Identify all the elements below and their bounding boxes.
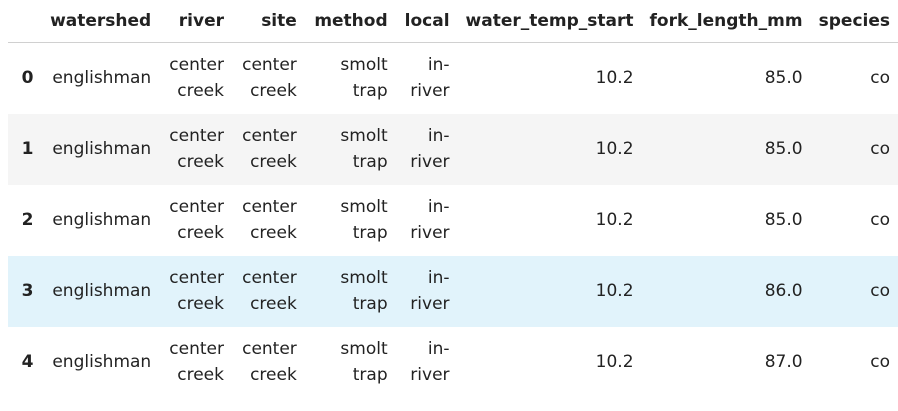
- column-header-local: local: [395, 0, 458, 43]
- column-header-river: river: [159, 0, 232, 43]
- dataframe-output: watershed river site method local water_…: [8, 0, 898, 398]
- cell-watershed: englishman: [52, 281, 152, 301]
- table-row: 2 englishman center creek center creek s…: [8, 185, 898, 256]
- column-header-site: site: [232, 0, 305, 43]
- cell-species: co: [870, 210, 890, 230]
- cell-site: center creek: [242, 268, 297, 314]
- table-header: watershed river site method local water_…: [8, 0, 898, 43]
- cell-local: in-river: [410, 197, 450, 243]
- cell-local: in-river: [410, 55, 450, 102]
- row-index: 2: [21, 210, 34, 230]
- row-index: 1: [21, 139, 34, 159]
- dataframe-table: watershed river site method local water_…: [8, 0, 898, 398]
- cell-watershed: englishman: [52, 352, 152, 372]
- header-row: watershed river site method local water_…: [8, 0, 898, 43]
- cell-species: co: [870, 139, 890, 159]
- table-row: 4 englishman center creek center creek s…: [8, 327, 898, 398]
- cell-site: center creek: [242, 339, 297, 385]
- cell-site: center creek: [242, 126, 297, 172]
- cell-method: smolt trap: [340, 197, 388, 243]
- cell-river: center creek: [169, 197, 224, 243]
- table-row: 1 englishman center creek center creek s…: [8, 113, 898, 185]
- cell-local: in-river: [410, 268, 450, 314]
- column-header-fork-length-mm: fork_length_mm: [641, 0, 811, 43]
- column-header-species: species: [810, 0, 898, 43]
- cell-species: co: [870, 68, 890, 89]
- cell-method: smolt trap: [340, 55, 388, 102]
- column-header-water-temp-start: water_temp_start: [457, 0, 642, 43]
- cell-fork-length-mm: 87.0: [764, 352, 803, 372]
- cell-site: center creek: [242, 55, 297, 102]
- column-header-watershed: watershed: [39, 0, 160, 43]
- table-body: 0 englishman center creek center creek s…: [8, 43, 898, 398]
- cell-water-temp-start: 10.2: [595, 281, 634, 301]
- cell-water-temp-start: 10.2: [595, 352, 634, 372]
- cell-water-temp-start: 10.2: [595, 68, 634, 89]
- cell-method: smolt trap: [340, 339, 388, 385]
- column-header-method: method: [304, 0, 396, 43]
- row-index: 0: [21, 68, 34, 89]
- table-row-highlighted: 3 englishman center creek center creek s…: [8, 255, 898, 327]
- cell-fork-length-mm: 85.0: [764, 139, 803, 159]
- cell-water-temp-start: 10.2: [595, 210, 634, 230]
- cell-river: center creek: [169, 339, 224, 385]
- cell-site: center creek: [242, 197, 297, 243]
- cell-local: in-river: [410, 339, 450, 385]
- cell-river: center creek: [169, 55, 224, 102]
- cell-river: center creek: [169, 268, 224, 314]
- cell-watershed: englishman: [52, 210, 152, 230]
- cell-species: co: [870, 281, 890, 301]
- cell-local: in-river: [410, 126, 450, 172]
- cell-watershed: englishman: [52, 68, 152, 89]
- cell-fork-length-mm: 86.0: [764, 281, 803, 301]
- cell-river: center creek: [169, 126, 224, 172]
- cell-species: co: [870, 352, 890, 372]
- cell-fork-length-mm: 85.0: [764, 210, 803, 230]
- table-row: 0 englishman center creek center creek s…: [8, 43, 898, 114]
- cell-fork-length-mm: 85.0: [764, 68, 803, 89]
- cell-method: smolt trap: [340, 126, 388, 172]
- cell-method: smolt trap: [340, 268, 388, 314]
- cell-watershed: englishman: [52, 139, 152, 159]
- row-index: 3: [21, 281, 34, 301]
- index-header: [8, 0, 40, 43]
- row-index: 4: [21, 352, 34, 372]
- cell-water-temp-start: 10.2: [595, 139, 634, 159]
